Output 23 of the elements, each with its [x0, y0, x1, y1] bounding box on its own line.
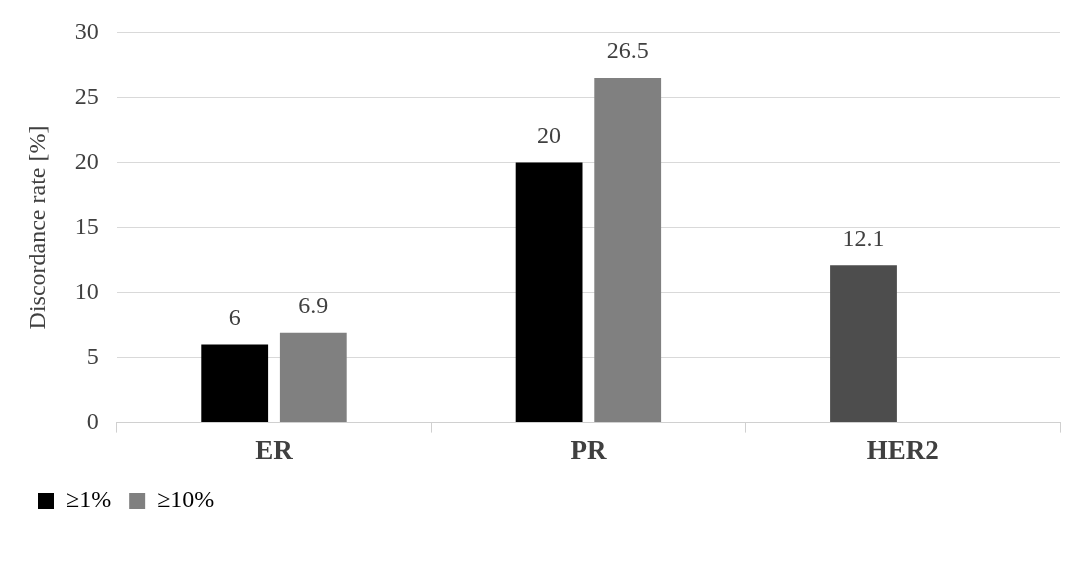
y-tick-label: 0: [86, 407, 99, 434]
y-tick-label: 30: [74, 17, 99, 44]
data-label: 20: [537, 121, 562, 148]
data-label: 26.5: [606, 37, 649, 64]
legend-label: ≥10%: [157, 486, 215, 513]
y-tick-label: 10: [74, 277, 99, 304]
bar: [594, 77, 662, 423]
bar: [830, 265, 897, 423]
data-label: 6.9: [298, 292, 329, 319]
bar: [279, 332, 347, 423]
legend-label: ≥1%: [66, 486, 112, 513]
x-tick-label: ER: [255, 434, 294, 465]
x-tick-label: PR: [570, 434, 607, 465]
y-tick-label: 25: [74, 82, 99, 109]
y-tick-label: 5: [86, 342, 99, 369]
bar: [201, 344, 269, 423]
x-tick-label: HER2: [866, 434, 939, 465]
bar: [515, 162, 583, 423]
y-axis-title: Discordance rate [%]: [23, 125, 50, 330]
y-tick-label: 20: [74, 147, 99, 174]
y-tick-label: 15: [74, 212, 99, 239]
data-label: 6: [228, 303, 241, 330]
data-label: 12.1: [842, 224, 885, 251]
